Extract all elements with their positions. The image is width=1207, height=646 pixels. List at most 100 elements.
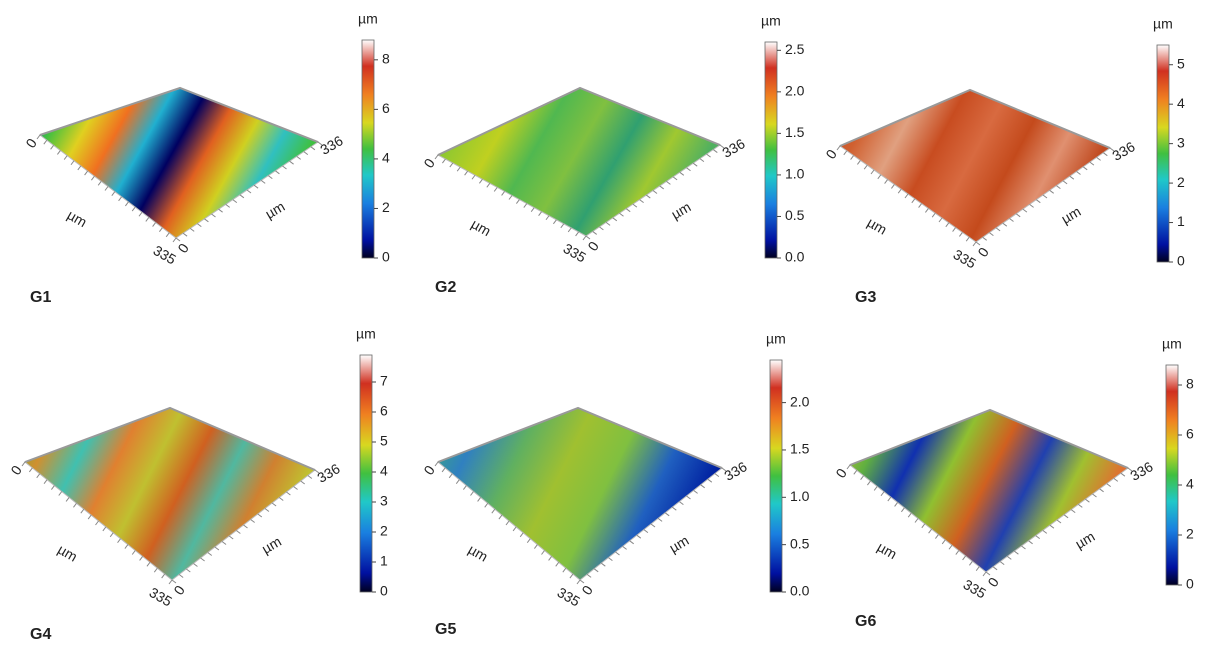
axis-tick [520,533,523,537]
axis-tick [1050,525,1054,528]
colorbar-tick-label: 2 [1177,174,1185,190]
axis-tick [996,228,1000,231]
axis-tick [672,507,676,510]
axis-tick [59,492,62,496]
axis-tick [946,223,949,227]
axis-tick [193,564,197,567]
axis-label: 336 [1127,458,1155,484]
axis-tick [1007,556,1011,559]
axis-tick [254,185,258,188]
axis-tick [479,179,482,183]
axis-label: 336 [317,132,345,158]
axis-tick [105,187,108,191]
axis-tick [867,481,870,485]
axis-tick [190,228,194,231]
axis-unit: µm [55,541,80,565]
axis-tick [623,546,627,549]
axis-tick [959,232,962,236]
axis-tick [1056,186,1060,189]
colorbar-tick-label: 1 [1177,213,1185,229]
axis-tick [680,172,684,175]
axis-tick [272,503,276,506]
axis-tick [539,212,542,216]
axis-tick [442,159,445,163]
axis-tick [646,195,650,198]
axis-tick [1029,541,1033,544]
colorbar-tick-label: 0 [1186,576,1194,592]
axis-tick [51,145,54,149]
colorbar-unit: µm [1162,336,1182,352]
axis-tick [637,535,641,538]
colorbar-tick-label: 3 [1177,134,1185,150]
colorbar-tick-label: 1.0 [790,488,810,504]
axis-tick [576,232,579,236]
axis-tick [502,191,505,195]
axis-tick [932,213,935,217]
axis-tick [983,572,986,576]
axis-tick [169,580,172,584]
axis-tick [1036,536,1040,539]
colorbar [1166,365,1178,585]
colorbar-tick-label: 1 [380,553,388,569]
axis-tick [583,236,586,240]
axis-tick [492,509,495,513]
colorbar [1157,45,1169,262]
axis-tick [139,212,142,216]
axis-tick [506,521,509,525]
axis-tick [204,219,208,222]
axis-tick [587,574,591,577]
axis-tick [1010,219,1014,222]
axis-tick [197,224,201,227]
axis-tick [85,171,88,175]
axis-tick [653,191,657,194]
axis-tick [78,166,81,170]
axis-label: 0 [822,146,840,162]
axis-tick [1050,190,1054,193]
axis-tick [1064,515,1068,518]
colorbar-tick-label: 2.5 [785,41,805,57]
axis-tick [942,540,945,544]
axis-tick [881,492,884,496]
axis-tick [201,558,205,561]
colorbar-tick-label: 7 [380,373,388,389]
axis-tick [308,476,312,479]
axis-tick [132,207,135,211]
axis-tick [660,186,664,189]
axis-tick [463,486,466,490]
axis-tick [963,556,966,560]
axis-tick [265,509,269,512]
axis-tick [888,497,891,501]
axis-tick [524,204,527,208]
axis-tick [1030,204,1034,207]
axis-tick [620,213,624,216]
axis-tick [275,171,279,174]
axis-tick [626,209,630,212]
axis-tick [993,567,997,570]
axis-tick [1083,167,1087,170]
panel-label: G4 [30,626,51,643]
axis-label: 0 [22,135,40,151]
colorbar-tick-label: 1.5 [785,124,805,140]
axis-tick [283,166,287,169]
axis-tick [37,135,40,139]
axis-tick [22,462,25,466]
axis-tick [847,465,850,469]
axis-tick [693,163,697,166]
colorbar-tick-label: 2 [1186,526,1194,542]
axis-tick [98,181,101,185]
axis-tick [51,486,54,490]
axis-unit: µm [1058,203,1083,227]
axis-tick [1078,504,1082,507]
axis-tick [478,497,481,501]
colorbar-tick-label: 0 [1177,253,1185,269]
axis-tick [233,200,237,203]
axis-tick [1107,484,1111,487]
colorbar-tick-label: 5 [1177,55,1185,71]
axis-tick [700,159,704,162]
axis-tick [861,476,864,480]
axis-tick [73,503,76,507]
colorbar-unit: µm [1153,16,1173,32]
colorbar-tick-label: 2 [380,523,388,539]
axis-tick [435,155,438,159]
axis-tick [286,492,290,495]
